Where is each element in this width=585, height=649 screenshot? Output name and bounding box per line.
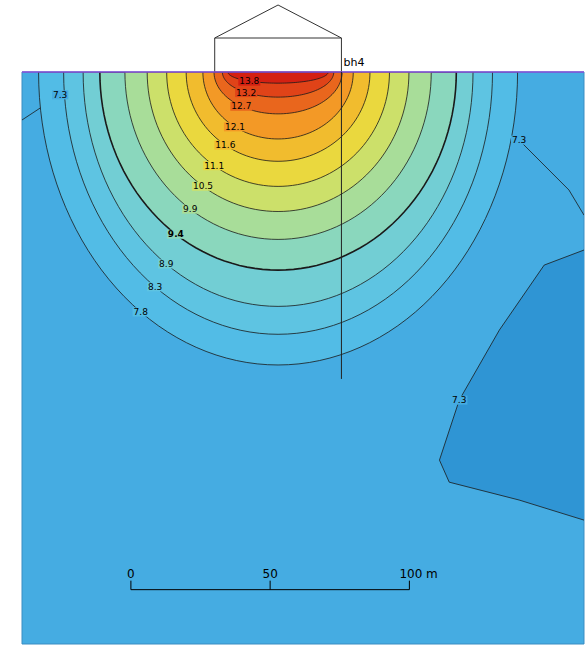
svg-text:bh4: bh4 [343,56,364,69]
svg-text:7.3: 7.3 [53,90,67,100]
svg-text:12.1: 12.1 [225,122,245,132]
svg-text:7.3: 7.3 [512,135,526,145]
svg-text:100 m: 100 m [399,567,437,581]
svg-text:11.6: 11.6 [215,140,235,150]
svg-text:7.3: 7.3 [452,395,466,405]
svg-text:8.9: 8.9 [159,259,174,269]
svg-text:10.5: 10.5 [193,181,213,191]
svg-text:12.7: 12.7 [231,101,251,111]
svg-text:11.1: 11.1 [204,161,224,171]
svg-text:9.4: 9.4 [168,229,184,239]
svg-text:13.8: 13.8 [239,76,259,86]
svg-text:7.8: 7.8 [134,307,149,317]
svg-text:0: 0 [127,567,135,581]
svg-text:13.2: 13.2 [236,88,256,98]
svg-text:8.3: 8.3 [148,282,162,292]
svg-text:50: 50 [262,567,277,581]
svg-text:9.9: 9.9 [183,204,198,214]
